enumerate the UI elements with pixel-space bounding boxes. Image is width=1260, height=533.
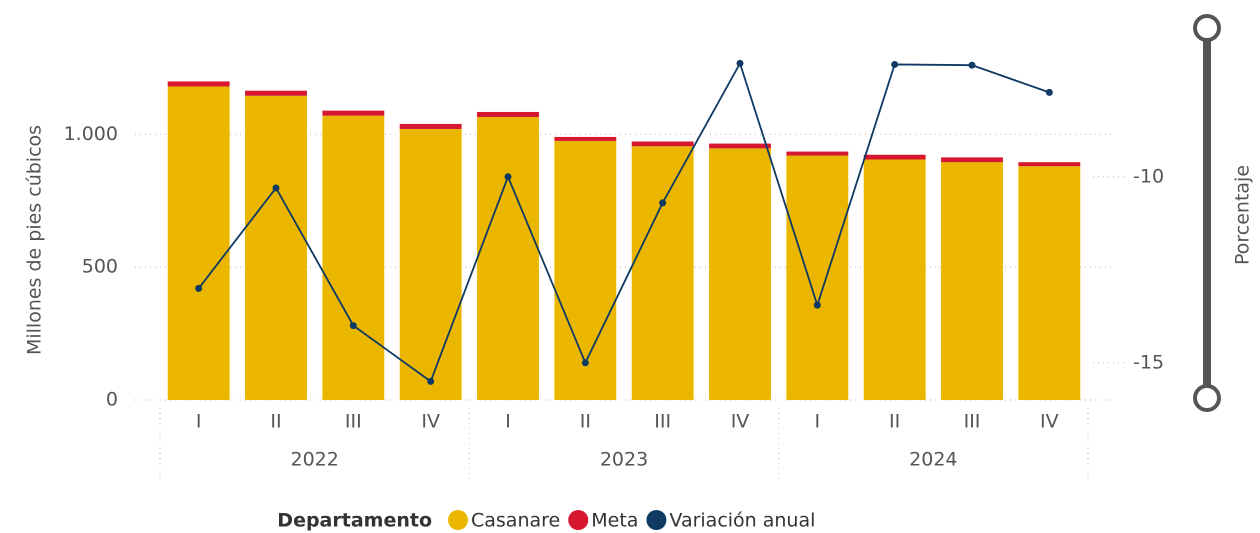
bar-segment	[245, 90, 307, 96]
x-tick-label: I	[196, 411, 202, 433]
x-group-label: 2024	[909, 449, 957, 471]
line-point	[736, 59, 744, 67]
x-group-label: 2023	[600, 449, 648, 471]
line-point	[968, 61, 976, 69]
bar-segment	[322, 110, 385, 116]
bar-segment	[709, 148, 771, 400]
legend-label: Variación anual	[669, 510, 815, 532]
bar-segment	[477, 111, 539, 118]
bar-segment	[786, 151, 849, 156]
bar-segment	[399, 128, 462, 400]
x-tick-label: III	[654, 411, 671, 433]
legend-marker	[568, 510, 589, 530]
x-tick-label: II	[270, 411, 281, 433]
y-tick-label: 0	[106, 389, 118, 411]
y-tick-label: 1.000	[64, 123, 118, 145]
x-tick-label: IV	[731, 411, 750, 433]
line-point	[504, 173, 512, 181]
x-tick-label: II	[580, 411, 591, 433]
slider-handle[interactable]	[1193, 384, 1221, 412]
x-tick-label: IV	[421, 411, 440, 433]
bar-segment	[1018, 166, 1081, 400]
legend-marker	[646, 510, 667, 530]
bar-segment	[554, 140, 617, 400]
legend-marker	[448, 510, 468, 530]
bar-segment	[941, 162, 1003, 400]
line-point	[272, 184, 280, 192]
line-point	[581, 359, 589, 367]
bar-segment	[863, 154, 926, 160]
bar-segment	[245, 95, 307, 400]
bar-segment	[167, 81, 230, 87]
y2-tick-label: -10	[1133, 165, 1164, 187]
x-tick-label: III	[964, 411, 981, 433]
x-tick-label: IV	[1040, 411, 1059, 433]
line-point	[813, 301, 821, 309]
bar-segment	[477, 117, 539, 400]
bar-segment	[709, 143, 771, 149]
bar-segment	[631, 141, 694, 147]
y2-axis-label: Porcentaje	[1232, 165, 1254, 265]
bar-segment	[167, 86, 230, 400]
bar-segment	[322, 115, 385, 400]
x-group-label: 2022	[290, 449, 338, 471]
x-tick-label: I	[815, 411, 821, 433]
bar-segment	[554, 136, 617, 141]
slider-handle[interactable]	[1193, 14, 1221, 42]
y-axis-label: Millones de pies cúbicos	[24, 125, 46, 355]
bar-segment	[631, 146, 694, 400]
bar-segment	[786, 155, 849, 400]
line-point	[891, 60, 899, 68]
legend-label: Meta	[591, 510, 638, 532]
line	[197, 61, 1050, 383]
x-tick-label: I	[505, 411, 511, 433]
y2-tick-label: -15	[1133, 351, 1164, 373]
line-point	[427, 377, 435, 385]
bar-segment	[863, 159, 926, 400]
bar-segment	[1018, 162, 1081, 167]
legend-title: Departamento	[277, 510, 432, 532]
line-point	[349, 322, 357, 330]
legend-label: Casanare	[471, 510, 560, 532]
line-point	[659, 199, 667, 207]
x-tick-label: III	[345, 411, 362, 433]
zoom-slider[interactable]	[1193, 14, 1221, 412]
y-tick-label: 500	[82, 256, 118, 278]
x-tick-label: II	[889, 411, 900, 433]
bar-segment	[399, 123, 462, 129]
line-point	[195, 284, 203, 292]
bar-segment	[941, 157, 1003, 163]
line-point	[1045, 88, 1053, 96]
